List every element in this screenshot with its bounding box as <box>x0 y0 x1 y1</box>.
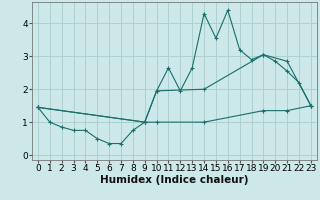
X-axis label: Humidex (Indice chaleur): Humidex (Indice chaleur) <box>100 175 249 185</box>
